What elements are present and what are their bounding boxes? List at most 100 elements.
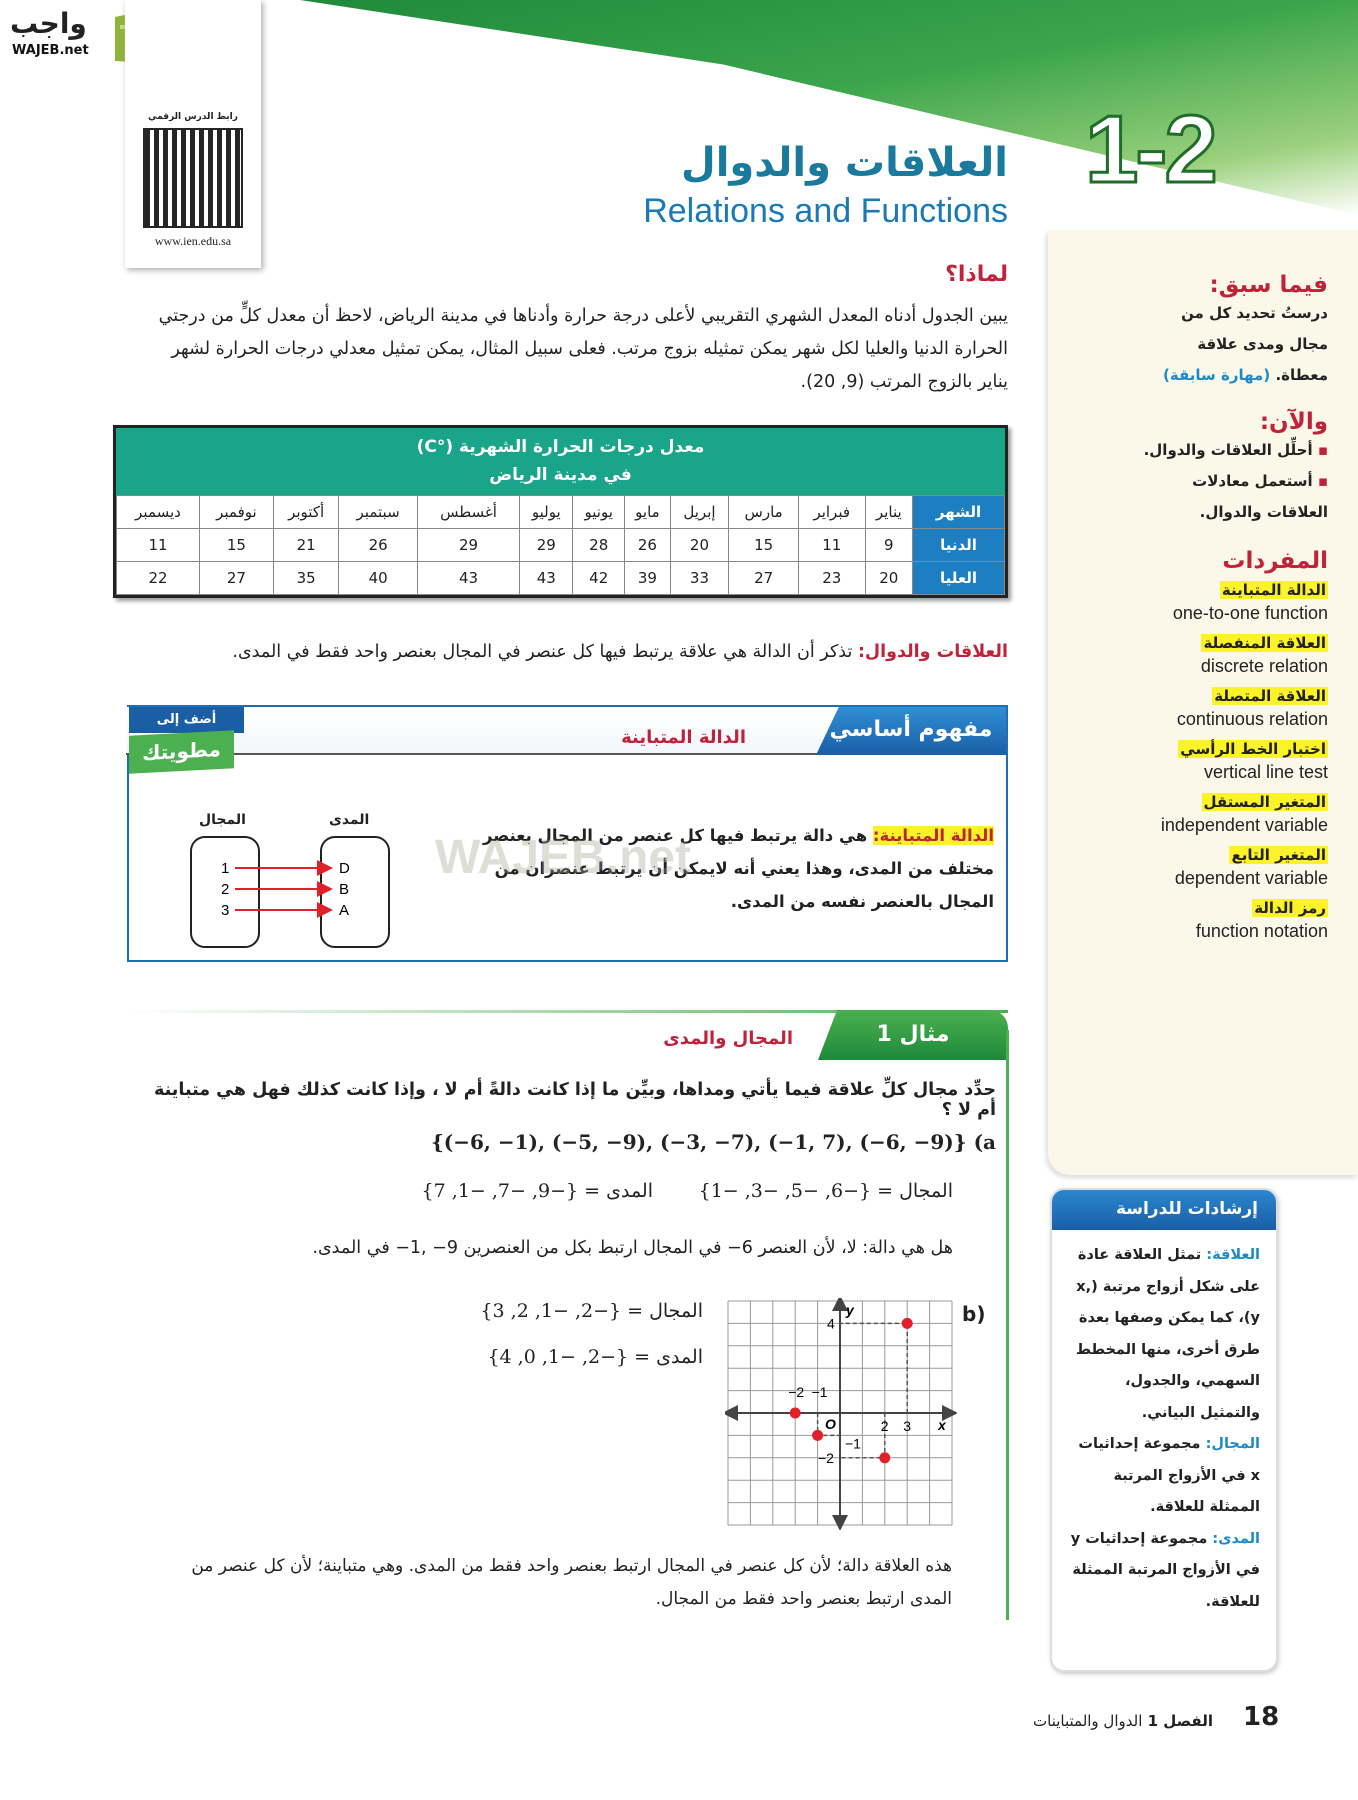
table-cell: نوفمبر xyxy=(199,495,274,529)
table-cell: 29 xyxy=(416,528,521,562)
lesson-title-ar: العلاقات والدوال xyxy=(681,140,1008,186)
tip-text: مجموعة إحداثيات y في الأزواج المرتبة الم… xyxy=(1070,1530,1260,1610)
table-cell: ديسمبر xyxy=(116,495,200,529)
x-tick-label: −2 xyxy=(788,1384,804,1400)
vocab-term-ar: العلاقة المتصلة xyxy=(1212,687,1328,705)
vocab-term-en: one-to-one function xyxy=(1172,603,1328,623)
table-cell: 39 xyxy=(624,561,671,595)
key-concept-title: الدالة المتباينة xyxy=(621,727,746,748)
why-paragraph: يبين الجدول أدناه المعدل الشهري التقريبي… xyxy=(158,306,1008,392)
example-title: المجال والمدى xyxy=(663,1028,793,1049)
relations-note: العلاقات والدوال: تذكر أن الدالة هي علاق… xyxy=(128,642,1008,662)
watermark: WAJEB.net xyxy=(435,831,692,884)
qr-label: رابط الدرس الرقمي xyxy=(148,112,238,122)
foldable-badge[interactable]: مطويتك xyxy=(129,730,234,774)
mapping-domain-label: المجال xyxy=(199,812,246,828)
vocab-term-en: function notation xyxy=(1195,921,1328,941)
a-domain: المجال = {−6, −5, −3, −1} xyxy=(698,1180,953,1202)
definition: هي دالة يرتبط فيها كل عنصر من المجال بعن… xyxy=(483,826,994,911)
a-answer: هل هي دالة: لا، لأن العنصر 6− في المجال … xyxy=(312,1238,953,1258)
example-rule xyxy=(1006,1030,1009,1620)
foldable-top: أضف إلى xyxy=(129,707,244,733)
key-concept-box: مفهوم أساسي الدالة المتباينة أضف إلى مطو… xyxy=(126,705,1008,962)
table-cell: إبريل xyxy=(669,495,730,529)
x-tick-label: 2 xyxy=(881,1418,889,1434)
vocab-term-en: continuous relation xyxy=(1176,709,1328,729)
domain-element: 1 xyxy=(221,860,229,877)
table-cell: أكتوبر xyxy=(272,495,340,529)
vocab-term-ar: اختبار الخط الرأسي xyxy=(1178,740,1328,758)
x-tick-label: −1 xyxy=(812,1384,828,1400)
qr-url[interactable]: www.ien.edu.sa xyxy=(154,234,232,248)
prior-skill-link[interactable]: (مهارة سابقة) xyxy=(1163,366,1271,384)
a-range: المدى = {−9, −7, −1, 7} xyxy=(421,1180,653,1202)
vocab-heading: المفردات xyxy=(1222,548,1328,574)
why-heading: لماذا؟ xyxy=(945,262,1008,287)
table-cell: 20 xyxy=(864,561,914,595)
data-point xyxy=(812,1429,824,1441)
range-element: D xyxy=(339,860,350,877)
chapter-number: الفصل 1 xyxy=(1147,1712,1213,1730)
qr-panel: رابط الدرس الرقمي www.ien.edu.sa xyxy=(125,0,261,268)
y-tick-label: 4 xyxy=(827,1315,835,1331)
table-cell: 21 xyxy=(272,528,340,562)
table-cell: 20 xyxy=(669,528,730,562)
range-oval xyxy=(320,836,390,948)
vocab-term-en: independent variable xyxy=(1160,815,1328,835)
table-cell: مايو xyxy=(624,495,671,529)
table-cell: 40 xyxy=(338,561,418,595)
table-cell: 29 xyxy=(519,528,574,562)
vocab-term-en: vertical line test xyxy=(1203,762,1328,782)
coordinate-graph: −2 −1 2 3 4 −1 −2 x y O xyxy=(725,1298,957,1530)
row-header: الدنيا xyxy=(912,528,1005,562)
table-cell: 43 xyxy=(519,561,574,595)
mapping-range-label: المدى xyxy=(329,812,370,828)
table-cell: 23 xyxy=(797,561,866,595)
table-subtitle: في مدينة الرياض xyxy=(489,465,632,485)
tip-term: العلاقة: xyxy=(1206,1247,1260,1263)
b-answer: هذه العلاقة دالة؛ لأن كل عنصر في المجال … xyxy=(191,1556,952,1609)
x-axis-label: x xyxy=(937,1417,947,1433)
study-tip: العلاقة: تمثل العلاقة عادة على شكل أزواج… xyxy=(1064,1240,1260,1429)
range-element: A xyxy=(339,902,349,919)
vocab-term-ar: رمز الدالة xyxy=(1252,899,1328,917)
lesson-sidebar: فيما سبق: درستُ تحديد كل من مجال ومدى عل… xyxy=(1048,230,1358,1175)
origin-label: O xyxy=(825,1416,836,1432)
key-concept-label: مفهوم أساسي xyxy=(816,707,1006,755)
chapter-title: الدوال والمتباينات xyxy=(1033,1712,1143,1730)
table-cell: 43 xyxy=(416,561,521,595)
a-label: a) xyxy=(973,1130,996,1154)
b-range: المدى = {−2, −1, 0, 4} xyxy=(487,1346,703,1368)
qr-code[interactable] xyxy=(143,128,243,228)
table-row: العليا 20 23 27 33 39 42 43 43 40 35 27 22 xyxy=(116,561,1005,595)
guide-line xyxy=(840,1322,908,1413)
temperature-table: معدل درجات الحرارة الشهرية (°C) في مدينة… xyxy=(113,425,1008,598)
mapping-diagram: 1 D 2 B 3 A xyxy=(190,836,390,948)
table-cell: 26 xyxy=(624,528,671,562)
y-tick-label: −1 xyxy=(845,1435,861,1451)
example-question: حدِّد مجال كلِّ علاقة فيما يأتي ومداها، … xyxy=(154,1080,996,1120)
domain-oval xyxy=(190,836,260,948)
part-a: {(−6, −1), (−5, −9), (−3, −7), (−1, 7), … xyxy=(431,1130,996,1154)
relations-label: العلاقات والدوال: xyxy=(857,642,1008,662)
table-cell: 15 xyxy=(199,528,274,562)
before-text: درستُ تحديد كل من مجال ومدى علاقة معطاة. xyxy=(1181,304,1328,384)
footer-chapter: الفصل 1 الدوال والمتباينات xyxy=(1033,1712,1213,1730)
y-tick-label: −2 xyxy=(818,1450,834,1466)
example-label: مثال 1 xyxy=(818,1010,1008,1060)
table-cell: 9 xyxy=(864,528,914,562)
row-header: الشهر xyxy=(912,495,1005,529)
table-cell: 26 xyxy=(338,528,418,562)
a-set: {(−6, −1), (−5, −9), (−3, −7), (−1, 7), … xyxy=(430,1130,967,1154)
tip-term: المدى: xyxy=(1212,1530,1260,1547)
now-item: أستعمل معادلات العلاقات والدوال. xyxy=(1192,472,1328,521)
table-cell: 22 xyxy=(116,561,200,595)
study-tips-heading: إرشادات للدراسة xyxy=(1052,1190,1276,1230)
study-tip: المجال: مجموعة إحداثيات x في الأزواج الم… xyxy=(1064,1429,1260,1524)
data-point xyxy=(901,1317,913,1329)
table-cell: سبتمبر xyxy=(338,495,418,529)
example-header: مثال 1 المجال والمدى xyxy=(127,1010,1008,1062)
table-cell: يونيو xyxy=(572,495,626,529)
study-tip: المدى: مجموعة إحداثيات y في الأزواج المر… xyxy=(1064,1524,1260,1619)
domain-element: 3 xyxy=(221,902,229,919)
